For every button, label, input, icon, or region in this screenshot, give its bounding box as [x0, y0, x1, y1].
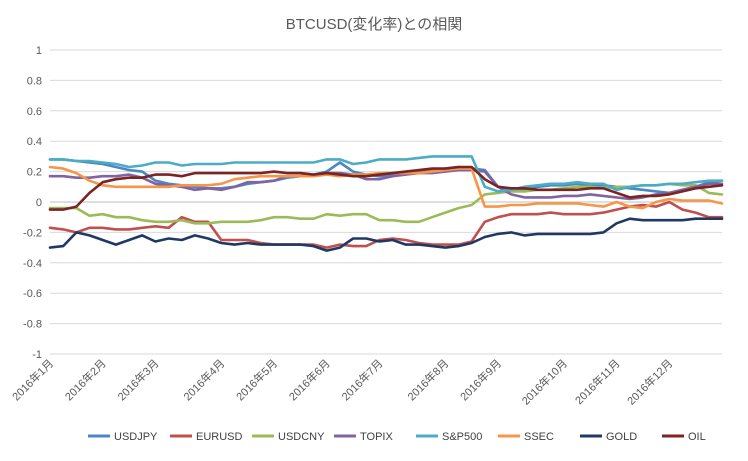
legend-label-usdjpy: USDJPY	[114, 431, 158, 443]
legend-label-sp500: S&P500	[442, 431, 482, 443]
y-tick-label: -1	[32, 349, 42, 361]
legend-label-gold: GOLD	[606, 431, 637, 443]
legend-label-ssec: SSEC	[524, 431, 554, 443]
y-tick-label: 1	[36, 45, 42, 57]
series-line-sp500	[48, 155, 724, 193]
grid-lines	[50, 49, 722, 355]
legend-label-oil: OIL	[688, 431, 706, 443]
y-tick-label: 0.4	[27, 136, 42, 148]
legend-label-topix: TOPIX	[360, 431, 393, 443]
legend-label-usdcny: USDCNY	[278, 431, 325, 443]
legend: USDJPY EURUSD USDCNY TOPIX S&P500 SSEC GOLD OIL	[88, 431, 706, 443]
y-tick-label: 0.6	[27, 106, 42, 118]
chart-title: BTCUSD(変化率)との相関	[286, 16, 463, 33]
series-line-oil	[48, 165, 724, 211]
series-line-gold	[48, 217, 724, 252]
y-tick-label: -0.8	[23, 319, 42, 331]
y-axis: 1 0.8 0.6 0.4 0.2 0 -0.2 -0.4 -0.6 -0.8 -1	[23, 45, 42, 361]
legend-label-eurusd: EURUSD	[196, 431, 243, 443]
series-line-topix	[48, 168, 724, 201]
y-tick-label: -0.6	[23, 288, 42, 300]
y-tick-label: -0.4	[23, 258, 42, 270]
y-tick-label: 0.8	[27, 75, 42, 87]
series-lines	[48, 155, 724, 252]
y-tick-label: -0.2	[23, 227, 42, 239]
series-line-eurusd	[48, 200, 724, 249]
y-tick-label: 0	[36, 197, 42, 209]
y-tick-label: 0.2	[27, 167, 42, 179]
